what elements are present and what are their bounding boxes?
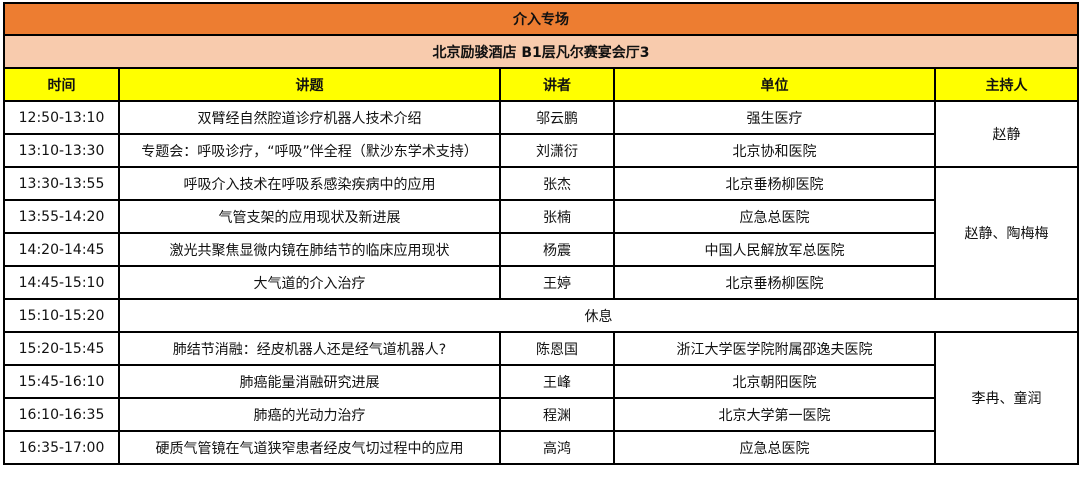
topic-cell: 呼吸介入技术在呼吸系感染疾病中的应用 bbox=[118, 166, 501, 201]
unit-cell: 应急总医院 bbox=[613, 199, 936, 234]
table-row: 15:45-16:10 肺癌能量消融研究进展 王峰 北京朝阳医院 bbox=[3, 364, 1078, 399]
topic-cell: 肺癌的光动力治疗 bbox=[118, 397, 501, 432]
break-row: 15:10-15:20 休息 bbox=[3, 298, 1080, 333]
topic-cell: 肺癌能量消融研究进展 bbox=[118, 364, 501, 399]
topic-cell: 肺结节消融：经皮机器人还是经气道机器人? bbox=[118, 331, 501, 366]
time-cell: 13:10-13:30 bbox=[3, 133, 120, 168]
unit-cell: 浙江大学医学院附属邵逸夫医院 bbox=[613, 331, 936, 366]
unit-cell: 北京朝阳医院 bbox=[613, 364, 936, 399]
header-speaker: 讲者 bbox=[499, 67, 615, 102]
speaker-cell: 陈恩国 bbox=[499, 331, 615, 366]
topic-cell: 硬质气管镜在气道狭窄患者经皮气切过程中的应用 bbox=[118, 430, 501, 465]
header-topic: 讲题 bbox=[118, 67, 501, 102]
table-row: 13:10-13:30 专题会：呼吸诊疗，“呼吸”伴全程（默沙东学术支持） 刘潇… bbox=[3, 133, 1078, 168]
unit-cell: 应急总医院 bbox=[613, 430, 936, 465]
unit-cell: 北京协和医院 bbox=[613, 133, 936, 168]
speaker-cell: 张杰 bbox=[499, 166, 615, 201]
table-row: 15:20-15:45 肺结节消融：经皮机器人还是经气道机器人? 陈恩国 浙江大… bbox=[3, 331, 1080, 465]
venue: 北京励骏酒店 B1层凡尔赛宴会厅3 bbox=[2, 34, 1080, 69]
table-row: 12:50-13:10 双臂经自然腔道诊疗机器人技术介绍 邬云鹏 强生医疗 赵静 bbox=[3, 100, 1080, 168]
header-time: 时间 bbox=[3, 67, 120, 102]
speaker-cell: 邬云鹏 bbox=[499, 100, 615, 135]
time-cell: 13:30-13:55 bbox=[3, 166, 120, 201]
speaker-cell: 高鸿 bbox=[499, 430, 615, 465]
header-host: 主持人 bbox=[933, 67, 1080, 102]
time-cell: 14:45-15:10 bbox=[3, 265, 120, 300]
break-cell: 休息 bbox=[117, 298, 1080, 333]
time-cell: 16:10-16:35 bbox=[3, 397, 120, 432]
host-cell: 赵静 bbox=[933, 100, 1080, 168]
unit-cell: 强生医疗 bbox=[613, 100, 936, 135]
topic-cell: 气管支架的应用现状及新进展 bbox=[118, 199, 501, 234]
table-row: 16:35-17:00 硬质气管镜在气道狭窄患者经皮气切过程中的应用 高鸿 应急… bbox=[3, 430, 1078, 465]
host-cell: 李冉、童润 bbox=[933, 331, 1080, 465]
unit-cell: 北京垂杨柳医院 bbox=[613, 265, 936, 300]
table-row: 16:10-16:35 肺癌的光动力治疗 程渊 北京大学第一医院 bbox=[3, 397, 1078, 432]
time-cell: 15:45-16:10 bbox=[3, 364, 120, 399]
topic-cell: 激光共聚焦显微内镜在肺结节的临床应用现状 bbox=[118, 232, 501, 267]
speaker-cell: 程渊 bbox=[499, 397, 615, 432]
unit-cell: 北京垂杨柳医院 bbox=[613, 166, 936, 201]
time-cell: 14:20-14:45 bbox=[3, 232, 120, 267]
unit-cell: 中国人民解放军总医院 bbox=[613, 232, 936, 267]
speaker-cell: 张楠 bbox=[499, 199, 615, 234]
table-row: 14:20-14:45 激光共聚焦显微内镜在肺结节的临床应用现状 杨震 中国人民… bbox=[3, 232, 1078, 267]
topic-cell: 双臂经自然腔道诊疗机器人技术介绍 bbox=[118, 100, 501, 135]
speaker-cell: 刘潇衍 bbox=[499, 133, 615, 168]
time-cell: 15:10-15:20 bbox=[3, 298, 120, 333]
session-title: 介入专场 bbox=[2, 2, 1080, 36]
topic-cell: 大气道的介入治疗 bbox=[118, 265, 501, 300]
speaker-cell: 王婷 bbox=[499, 265, 615, 300]
speaker-cell: 杨震 bbox=[499, 232, 615, 267]
unit-cell: 北京大学第一医院 bbox=[613, 397, 936, 432]
schedule-table: 介入专场 北京励骏酒店 B1层凡尔赛宴会厅3 时间 讲题 讲者 单位 主持人 1… bbox=[2, 2, 1080, 465]
header-unit: 单位 bbox=[613, 67, 936, 102]
header-row: 时间 讲题 讲者 单位 主持人 bbox=[3, 67, 1080, 102]
table-row: 14:45-15:10 大气道的介入治疗 王婷 北京垂杨柳医院 bbox=[3, 265, 1078, 300]
time-cell: 16:35-17:00 bbox=[3, 430, 120, 465]
table-row: 13:55-14:20 气管支架的应用现状及新进展 张楠 应急总医院 bbox=[3, 199, 1078, 234]
host-cell: 赵静、陶梅梅 bbox=[933, 166, 1080, 300]
table-row: 13:30-13:55 呼吸介入技术在呼吸系感染疾病中的应用 张杰 北京垂杨柳医… bbox=[3, 166, 1080, 300]
topic-cell: 专题会：呼吸诊疗，“呼吸”伴全程（默沙东学术支持） bbox=[118, 133, 501, 168]
time-cell: 12:50-13:10 bbox=[3, 100, 120, 135]
time-cell: 13:55-14:20 bbox=[3, 199, 120, 234]
speaker-cell: 王峰 bbox=[499, 364, 615, 399]
time-cell: 15:20-15:45 bbox=[3, 331, 120, 366]
